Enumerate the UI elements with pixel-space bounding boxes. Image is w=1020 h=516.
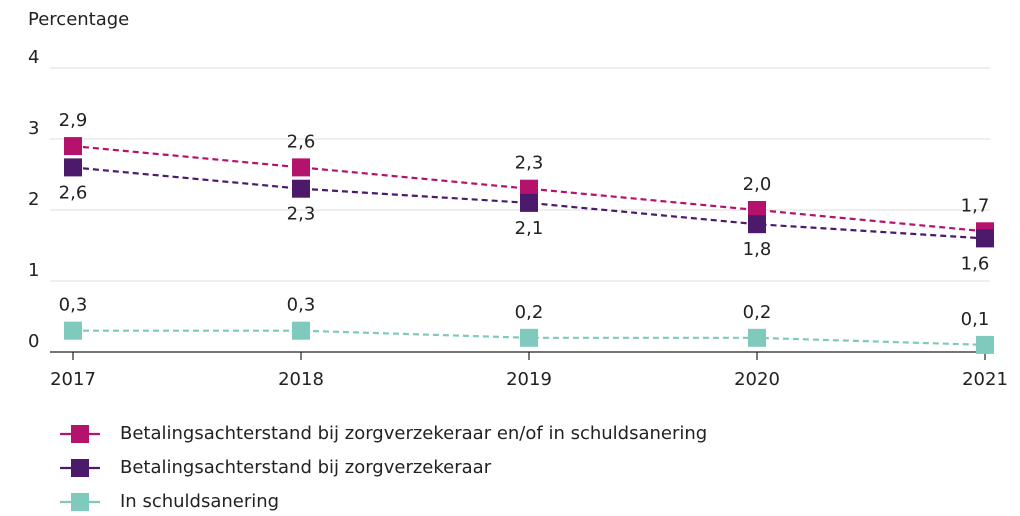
data-label: 1,7: [961, 195, 990, 216]
y-tick-label: 4: [28, 47, 39, 68]
marker: [64, 321, 82, 340]
legend-label: Betalingsachterstand bij zorgverzekeraar…: [120, 423, 707, 444]
x-tick-label: 2018: [278, 369, 324, 390]
y-tick-label: 3: [28, 118, 39, 139]
series-line: [73, 329, 986, 346]
y-tick-label: 2: [28, 189, 39, 210]
legend-label: In schuldsanering: [120, 491, 279, 512]
data-label: 0,3: [287, 295, 316, 316]
x-tick-label: 2019: [506, 369, 552, 390]
marker: [292, 158, 310, 177]
y-tick-label: 1: [28, 260, 39, 281]
series-line: [72, 145, 986, 233]
marker: [748, 201, 766, 219]
x-tick-label: 2017: [50, 369, 96, 390]
x-tick-label: 2021: [962, 369, 1008, 390]
data-label: 0,2: [743, 302, 772, 323]
data-label: 2,1: [515, 218, 544, 239]
data-label: 2,6: [287, 131, 316, 152]
data-label: 2,3: [287, 204, 316, 225]
y-axis-label: Percentage: [28, 9, 129, 30]
data-label: 2,6: [59, 182, 88, 203]
marker: [292, 321, 310, 340]
marker: [976, 335, 994, 354]
legend-marker: [71, 459, 89, 477]
marker: [520, 193, 538, 212]
marker: [520, 328, 538, 347]
marker: [520, 179, 538, 198]
marker: [292, 179, 310, 198]
data-label: 2,9: [59, 110, 88, 131]
data-label: 2,3: [515, 153, 544, 174]
x-tick-label: 2020: [734, 369, 780, 390]
marker: [748, 215, 766, 234]
marker: [64, 158, 82, 177]
marker: [976, 229, 994, 248]
marker: [64, 137, 82, 156]
data-label: 0,3: [59, 295, 88, 316]
data-label: 1,6: [961, 253, 990, 274]
data-label: 0,1: [961, 309, 990, 330]
data-label: 0,2: [515, 302, 544, 323]
y-tick-label: 0: [28, 331, 39, 352]
legend-label: Betalingsachterstand bij zorgverzekeraar: [120, 457, 492, 478]
series-line: [72, 166, 986, 240]
legend-marker: [71, 425, 89, 443]
data-label: 2,0: [743, 174, 772, 195]
legend-marker: [71, 493, 89, 511]
data-label: 1,8: [743, 239, 772, 260]
marker: [748, 328, 766, 347]
